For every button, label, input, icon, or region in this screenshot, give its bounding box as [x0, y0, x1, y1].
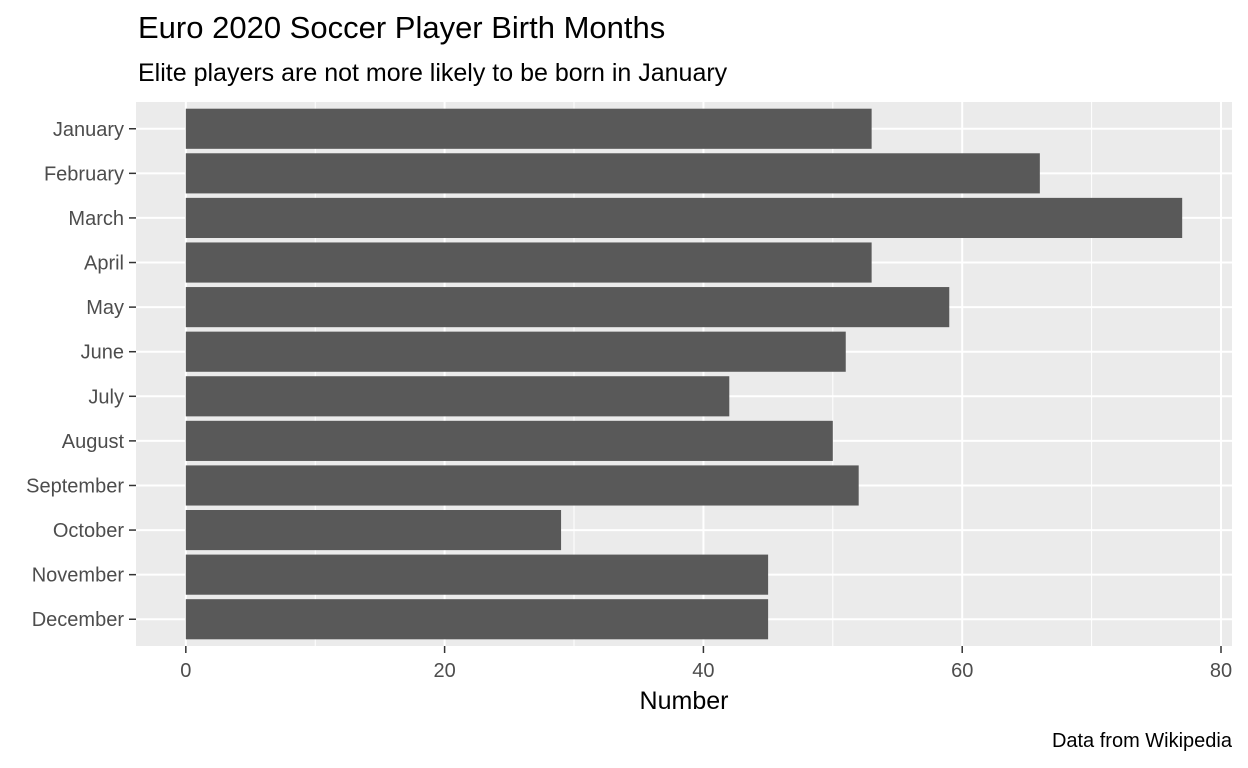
x-axis-title: Number	[640, 687, 729, 715]
bar-september	[185, 465, 859, 506]
bar-january	[185, 108, 872, 149]
bar-november	[185, 554, 769, 595]
x-tick-label: 20	[433, 660, 455, 682]
y-tick-label: February	[44, 163, 124, 185]
y-tick-label: July	[88, 386, 124, 408]
bars	[185, 108, 1183, 640]
bar-october	[185, 510, 562, 551]
y-tick-label: August	[62, 431, 125, 453]
y-tick-label: November	[32, 565, 125, 587]
y-tick-label: May	[86, 297, 124, 319]
bar-august	[185, 420, 833, 461]
x-tick-label: 0	[180, 660, 191, 682]
chart-subtitle: Elite players are not more likely to be …	[138, 59, 728, 87]
bar-december	[185, 599, 769, 640]
bar-june	[185, 331, 846, 372]
bar-july	[185, 376, 730, 417]
bar-march	[185, 197, 1183, 238]
bar-april	[185, 242, 872, 283]
x-axis: 0 20 40 60 80	[180, 646, 1232, 682]
x-tick-label: 80	[1210, 660, 1232, 682]
y-tick-label: June	[81, 342, 124, 364]
y-tick-label: March	[68, 208, 124, 230]
x-tick-label: 40	[692, 660, 714, 682]
y-tick-label: April	[84, 253, 124, 275]
y-tick-label: September	[26, 475, 124, 497]
y-tick-label: October	[53, 520, 124, 542]
y-axis: January February March April May June July Augu…	[26, 119, 136, 631]
x-tick-label: 60	[951, 660, 973, 682]
chart-title: Euro 2020 Soccer Player Birth Months	[138, 10, 666, 45]
y-tick-label: December	[32, 609, 125, 631]
y-tick-label: January	[53, 119, 124, 141]
bar-may	[185, 287, 950, 328]
chart-caption: Data from Wikipedia	[1051, 730, 1232, 752]
bar-february	[185, 153, 1040, 194]
